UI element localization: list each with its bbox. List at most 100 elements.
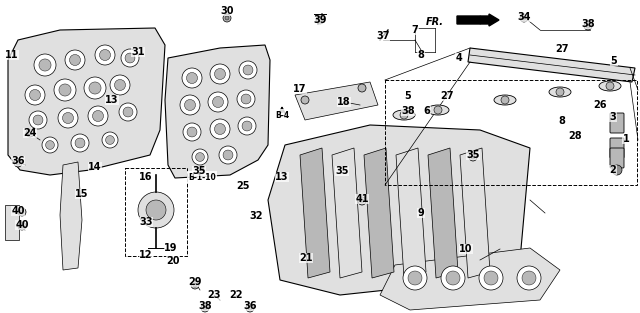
Polygon shape [8,28,165,175]
Text: 38: 38 [401,106,415,116]
Circle shape [123,107,133,117]
Circle shape [58,108,78,128]
Circle shape [484,271,498,285]
Circle shape [400,111,408,119]
Circle shape [125,53,135,63]
Text: 36: 36 [243,301,257,311]
Circle shape [33,115,43,125]
Text: 23: 23 [207,290,221,300]
Circle shape [243,65,253,75]
Circle shape [14,159,22,167]
Text: 4: 4 [456,53,462,63]
FancyBboxPatch shape [5,205,19,240]
Circle shape [183,123,201,141]
Text: 19: 19 [164,243,178,253]
Text: 9: 9 [418,208,424,218]
Text: 13: 13 [105,95,119,105]
Circle shape [70,54,81,65]
Text: 27: 27 [440,91,454,101]
Text: 11: 11 [5,50,19,60]
Circle shape [196,153,204,162]
Circle shape [102,132,118,148]
Text: 27: 27 [556,44,569,54]
Circle shape [16,161,20,165]
Circle shape [192,149,208,165]
Circle shape [434,106,442,114]
Text: 21: 21 [300,253,313,263]
Text: 40: 40 [12,206,25,216]
Circle shape [408,271,422,285]
Circle shape [208,92,228,112]
Circle shape [522,271,536,285]
Circle shape [239,61,257,79]
Text: 2: 2 [610,165,616,175]
Circle shape [225,16,229,20]
Circle shape [586,24,590,28]
Polygon shape [300,148,330,278]
Text: 37: 37 [376,31,390,41]
Text: 32: 32 [249,211,263,221]
Circle shape [34,54,56,76]
Circle shape [238,117,256,135]
Circle shape [316,16,324,24]
Text: B-4: B-4 [275,110,289,120]
Polygon shape [468,48,635,82]
Circle shape [201,304,209,312]
Text: 8: 8 [559,116,565,126]
Circle shape [65,50,85,70]
Circle shape [214,69,225,80]
Circle shape [471,155,475,159]
Text: 5: 5 [611,56,618,66]
Circle shape [138,192,174,228]
Text: 30: 30 [220,6,234,16]
Polygon shape [380,248,560,310]
Circle shape [93,110,104,121]
Polygon shape [165,45,270,178]
FancyBboxPatch shape [610,148,624,168]
Circle shape [18,208,26,216]
Circle shape [18,222,26,230]
Circle shape [318,18,322,22]
Circle shape [180,95,200,115]
Circle shape [517,266,541,290]
Text: 35: 35 [192,166,205,176]
Circle shape [88,106,108,126]
Circle shape [110,75,130,95]
Circle shape [28,131,32,135]
Circle shape [121,49,139,67]
Text: 25: 25 [236,181,250,191]
Circle shape [360,199,364,203]
Text: 33: 33 [140,217,153,227]
Circle shape [479,266,503,290]
Circle shape [520,14,528,22]
Text: B-1-10: B-1-10 [188,172,216,182]
Circle shape [54,79,76,101]
Circle shape [214,124,225,135]
Circle shape [241,94,251,104]
Text: 3: 3 [610,112,616,122]
Circle shape [89,82,101,94]
Circle shape [59,84,71,96]
Text: 38: 38 [198,301,212,311]
Circle shape [99,49,111,60]
Text: 7: 7 [412,25,419,35]
Circle shape [501,96,509,104]
Polygon shape [295,82,378,120]
Text: 29: 29 [188,277,202,287]
Text: 18: 18 [337,97,351,107]
Polygon shape [332,148,362,278]
Circle shape [84,77,106,99]
Text: 15: 15 [76,189,89,199]
FancyBboxPatch shape [610,138,624,158]
Text: 31: 31 [131,47,145,57]
Circle shape [219,146,237,164]
Circle shape [182,68,202,88]
Text: 5: 5 [404,91,412,101]
Polygon shape [396,148,426,278]
Circle shape [75,138,85,148]
Text: 35: 35 [467,150,480,160]
Circle shape [186,73,198,84]
Circle shape [403,266,427,290]
Polygon shape [268,125,530,295]
Ellipse shape [549,87,571,97]
